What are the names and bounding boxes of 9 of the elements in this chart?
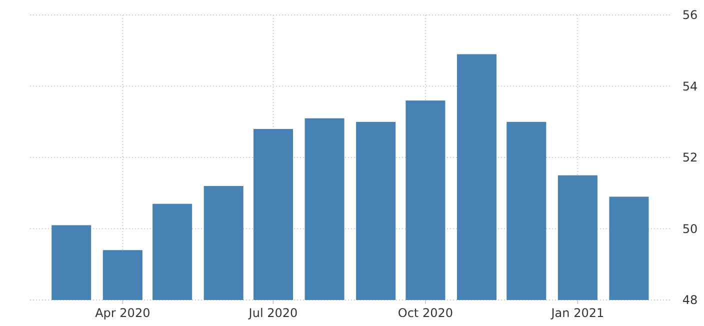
y-tick-label: 54 bbox=[682, 79, 698, 94]
x-tick-label: Apr 2020 bbox=[95, 306, 150, 320]
y-tick-label: 56 bbox=[682, 8, 698, 22]
y-tick-label: 50 bbox=[682, 222, 698, 236]
x-tick-label: Jan 2021 bbox=[550, 306, 604, 320]
y-tick-label: 48 bbox=[682, 293, 698, 307]
x-tick-label: Oct 2020 bbox=[398, 306, 454, 320]
x-tick-label: Jul 2020 bbox=[248, 306, 298, 320]
y-tick-label: 52 bbox=[682, 150, 698, 164]
